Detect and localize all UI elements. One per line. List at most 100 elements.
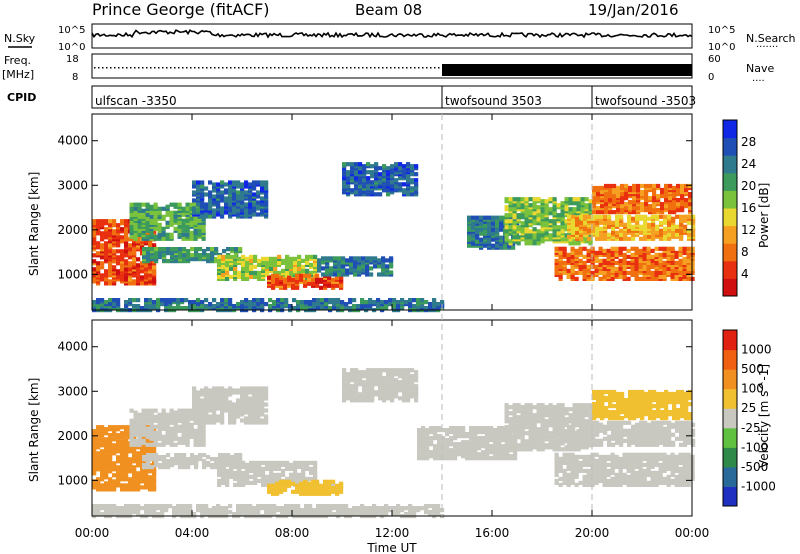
echo-cell [193, 202, 198, 207]
echo-cell [622, 252, 627, 257]
echo-cell [570, 274, 575, 279]
echo-cell [361, 256, 366, 261]
freq-dot [166, 67, 168, 69]
echo-cell [158, 463, 163, 468]
echo-cell [230, 459, 235, 464]
echo-cell [566, 274, 571, 279]
echo-cell [104, 281, 109, 286]
echo-cell [208, 400, 213, 405]
echo-cell [297, 254, 302, 259]
echo-cell [336, 306, 341, 311]
echo-cell [288, 304, 293, 309]
echo-cell [285, 476, 290, 481]
echo-cell [619, 228, 624, 233]
echo-cell [166, 453, 171, 458]
echo-cell [619, 236, 624, 241]
echo-cell [128, 457, 133, 462]
freq-dot [162, 67, 164, 69]
echo-cell [291, 283, 296, 288]
echo-cell [145, 416, 150, 421]
echo-cell [602, 270, 607, 275]
echo-cell [173, 214, 178, 219]
echo-cell [402, 168, 407, 173]
echo-cell [233, 260, 238, 265]
echo-cell [406, 378, 411, 383]
echo-cell [248, 396, 253, 401]
echo-cell [315, 273, 320, 278]
echo-cell [128, 277, 133, 282]
echo-cell [663, 236, 668, 241]
echo-cell [186, 457, 191, 462]
echo-cell [281, 472, 286, 477]
echo-cell [236, 180, 241, 185]
echo-cell [120, 487, 125, 492]
echo-cell [329, 272, 334, 277]
echo-cell [178, 453, 183, 458]
echo-cell [619, 232, 624, 237]
echo-cell [108, 469, 113, 474]
echo-cell [108, 461, 113, 466]
echo-cell [232, 388, 237, 393]
echo-cell [257, 460, 262, 465]
echo-cell [108, 279, 113, 284]
echo-cell [112, 298, 117, 303]
echo-cell [612, 210, 617, 215]
freq-dot [266, 67, 268, 69]
echo-cell [333, 272, 338, 277]
echo-cell [428, 302, 433, 307]
echo-cell [176, 298, 181, 303]
echo-cell [229, 254, 234, 259]
echo-cell [192, 386, 197, 391]
echo-cell [586, 264, 591, 269]
echo-cell [241, 254, 246, 259]
echo-cell [149, 408, 154, 413]
echo-cell [265, 260, 270, 265]
echo-cell [618, 246, 623, 251]
echo-cell [504, 205, 509, 210]
echo-cell [173, 442, 178, 447]
echo-cell [249, 474, 254, 479]
echo-cell [252, 298, 257, 303]
echo-cell [364, 304, 369, 309]
echo-cell [303, 491, 308, 496]
freq-dot [398, 67, 400, 69]
echo-cell [508, 239, 513, 244]
echo-cell [283, 277, 288, 282]
echo-cell [128, 445, 133, 450]
echo-cell [92, 447, 97, 452]
echo-cell [248, 386, 253, 391]
echo-cell [165, 204, 170, 209]
echo-cell [572, 197, 577, 202]
echo-cell [348, 306, 353, 311]
echo-cell [244, 390, 249, 395]
echo-cell [652, 183, 657, 189]
echo-cell [564, 237, 569, 242]
echo-cell [240, 192, 245, 197]
echo-cell [194, 253, 199, 258]
echo-cell [604, 192, 609, 197]
echo-cell [128, 243, 133, 248]
echo-cell [319, 483, 324, 488]
echo-cell [378, 192, 383, 197]
echo-cell [233, 482, 238, 487]
echo-cell [520, 203, 525, 208]
echo-cell [592, 192, 597, 197]
echo-cell [640, 183, 645, 189]
echo-cell [440, 300, 445, 305]
echo-cell [256, 206, 261, 211]
echo-cell [141, 214, 146, 219]
echo-cell [137, 228, 142, 233]
echo-cell [100, 273, 105, 278]
echo-cell [189, 202, 194, 207]
nave-label: Nave [746, 62, 774, 75]
echo-cell [556, 225, 561, 230]
echo-cell [170, 247, 175, 252]
echo-cell [580, 197, 585, 202]
echo-cell [124, 473, 129, 478]
echo-cell [116, 465, 121, 470]
echo-cell [136, 304, 141, 309]
echo-cell [275, 279, 280, 284]
echo-cell [165, 418, 170, 423]
echo-cell [116, 223, 121, 228]
